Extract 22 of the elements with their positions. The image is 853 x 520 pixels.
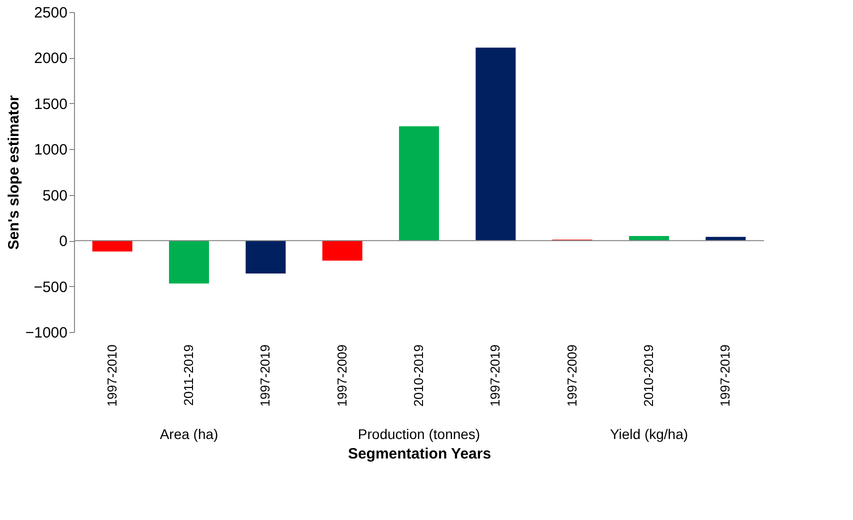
x-tick-label: 1997-2009 [564,344,580,407]
x-tick-label: 1997-2009 [334,344,350,407]
x-tick-label: 1997-2019 [488,344,503,407]
x-tick-label: 1997-2019 [258,344,273,407]
x-tick-label: 1997-2010 [104,344,120,407]
y-tick-label: 1000 [34,142,68,159]
y-tick-label: −1000 [25,324,68,342]
x-axis-title: Segmentation Years [348,446,492,463]
y-tick-label: 2500 [34,4,68,22]
text: Yield (kg/ha) [610,426,688,442]
x-tick-label: 2010-2019 [641,344,656,407]
x-tick-label: 2010-2019 [411,344,426,407]
x-tick-label: 2011-2019 [181,344,196,406]
x-tick-label: 1997-2019 [718,344,733,407]
y-tick-label: 2000 [34,50,68,68]
y-tick-label: 1500 [34,96,68,113]
text: Area (ha) [160,426,218,442]
y-tick-label: −500 [34,278,68,296]
y-axis-title: Sen's slope estimator [5,95,22,250]
text: Production (tonnes) [358,426,480,442]
y-tick-label: 0 [59,233,68,250]
y-tick-label: 500 [42,187,68,204]
